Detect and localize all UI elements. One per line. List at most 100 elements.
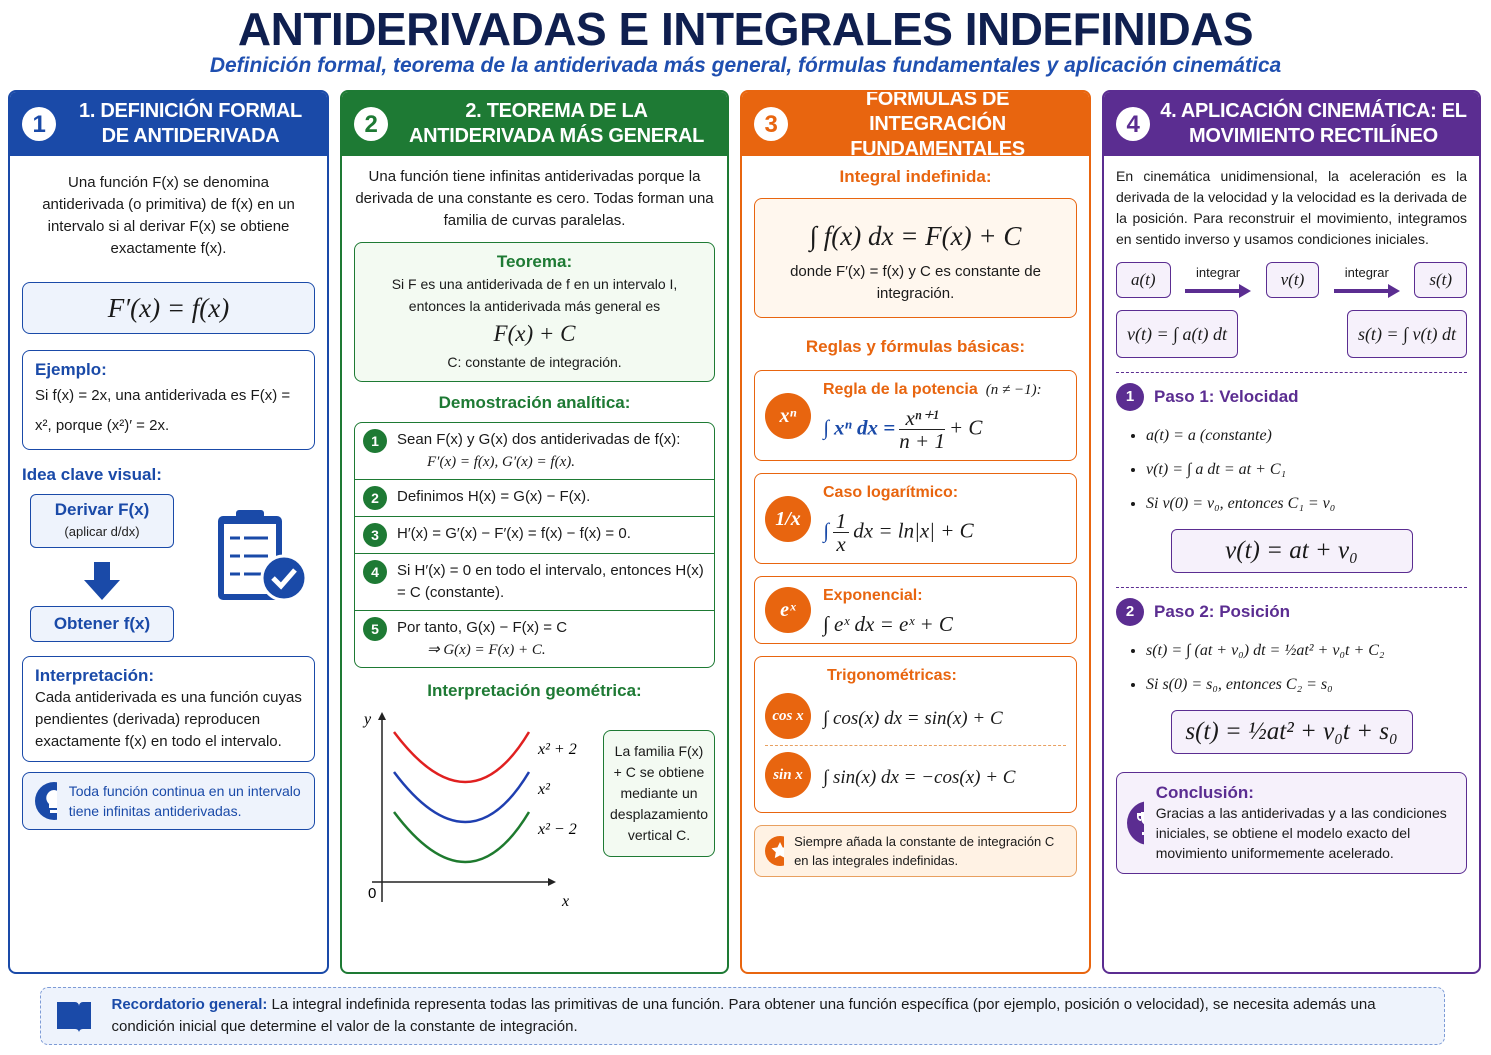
m: ∫ f(x) dx = F(x) + C xyxy=(809,221,1022,251)
pf: F′(x) = f(x), G′(x) = f(x). xyxy=(427,454,575,470)
m: F(x) + C xyxy=(493,321,576,346)
center: Una función F(x) se denomina antiderivad… xyxy=(42,174,295,257)
head: 1 1. DEFINICIÓN FORMAL DE ANTIDERIVADA xyxy=(10,92,327,156)
rf: ∫ sin(x) dx = −cos(x) + C xyxy=(823,767,1016,788)
trophy xyxy=(1137,812,1144,835)
n: xⁿ⁺¹ xyxy=(899,407,945,430)
fb: v(t) xyxy=(1265,262,1320,298)
ico: 1/x xyxy=(765,495,811,542)
res: v(t) = at + v₀ xyxy=(1170,529,1413,573)
body: Una función F(x) se denomina antiderivad… xyxy=(10,156,327,850)
footer: Recordatorio general: La integral indefi… xyxy=(40,987,1445,1045)
cx: Gracias a las antiderivadas y a las cond… xyxy=(1155,805,1447,861)
check xyxy=(260,554,308,602)
rt: Regla de la potencia xyxy=(823,381,978,398)
d: n + 1 xyxy=(899,429,945,453)
intro: En cinemática unidimensional, la acelera… xyxy=(1116,168,1467,247)
pn: 4 xyxy=(363,560,387,584)
ftext: Recordatorio general: La integral indefi… xyxy=(111,994,1430,1038)
bullet: v(t) = ∫ a dt = at + C₁ xyxy=(1146,453,1467,487)
nt: Siempre añada la constante de integració… xyxy=(794,834,1055,868)
arrow xyxy=(1333,284,1400,298)
title: ANTIDERIVADAS E INTEGRALES INDEFINIDAS xyxy=(237,3,1254,55)
rt: Exponencial: xyxy=(823,587,923,604)
sn: 2 xyxy=(1116,598,1144,626)
graph: y x 0 x² + 2 x² x² − 2 La familia F(x) +… xyxy=(354,702,715,912)
trig-item: sin x ∫ sin(x) dx = −cos(x) + C xyxy=(765,745,1066,804)
curve-label: x² − 2 xyxy=(537,821,577,838)
family-graph: y x 0 x² + 2 x² x² − 2 xyxy=(362,711,577,910)
proof-step: 2 Definimos H(x) = G(x) − F(x). xyxy=(355,480,714,517)
rel: v(t) = ∫ a(t) dt s(t) = ∫ v(t) dt xyxy=(1116,310,1467,358)
pt: Definimos H(x) = G(x) − F(x). xyxy=(397,486,590,510)
arrow-shape xyxy=(84,562,120,600)
proof-step: 4 Si H′(x) = 0 en todo el intervalo, ento… xyxy=(355,554,714,611)
bullet: a(t) = a (constante) xyxy=(1146,419,1467,453)
arrow xyxy=(1185,284,1252,298)
clipboard-icon xyxy=(218,510,308,602)
fl: ∫ xⁿ dx = xyxy=(823,415,896,440)
head: 2 2. TEOREMA DE LA ANTIDERIVADA MÁS GENER… xyxy=(342,92,727,156)
head: 4 4. APLICACIÓN CINEMÁTICA: EL MOVIMIENTO… xyxy=(1104,92,1479,156)
book xyxy=(57,1002,92,1032)
fr: + C xyxy=(948,415,983,440)
arr: integrar xyxy=(1185,262,1252,298)
n: 1 xyxy=(832,510,850,533)
d: x xyxy=(836,532,846,556)
rf: ∫ 1 x dx = ln|x| + C xyxy=(823,510,974,555)
ps: H′(x) = G′(x) − F′(x) = f(x) − f(x) = 0. xyxy=(397,525,631,542)
num: 3 xyxy=(754,107,788,141)
tt: Toda función continua en un intervalo ti… xyxy=(68,783,301,819)
bullet: s(t) = ∫ (at + v₀) dt = ½at² + v₀t + C₂ xyxy=(1146,634,1467,668)
h4: Conclusión: xyxy=(1155,783,1254,802)
rh: Regla de la potencia (n ≠ −1): xyxy=(823,379,1042,401)
rf: ∫ eˣ dx = eˣ + C xyxy=(823,613,953,635)
col: 3 FÓRMULAS DE INTEGRACIÓN FUNDAMENTALES I… xyxy=(740,90,1091,974)
ps: Por tanto, G(x) − F(x) = C xyxy=(397,619,568,636)
num: 1 xyxy=(22,107,56,141)
proof: 1 Sean F(x) y G(x) dos antiderivadas de f… xyxy=(354,422,715,668)
star xyxy=(771,842,785,859)
pt: H′(x) = G′(x) − F′(x) = f(x) − f(x) = 0. xyxy=(397,523,631,547)
bullets: a(t) = a (constante)v(t) = ∫ a dt = at +… xyxy=(1116,419,1467,521)
fb: s(t) = ∫ v(t) dt xyxy=(1346,310,1467,358)
fx: La integral indefinida representa todas … xyxy=(111,996,1376,1035)
h2: Interpretación geométrica: xyxy=(427,681,642,700)
arr: integrar xyxy=(1333,262,1400,298)
origin-label: 0 xyxy=(368,885,376,902)
pn: 3 xyxy=(363,523,387,547)
ht: 1. DEFINICIÓN FORMAL DE ANTIDERIVADA xyxy=(79,100,302,147)
center: Una función tiene infinitas antiderivada… xyxy=(355,168,714,229)
al: integrar xyxy=(1344,265,1389,280)
pill: Obtener f(x) xyxy=(30,606,174,642)
h3: Reglas y fórmulas básicas: xyxy=(805,337,1026,356)
small: (aplicar d/dx) xyxy=(64,524,140,539)
bullet: Si v(0) = v₀, entonces C₁ = v₀ xyxy=(1146,487,1467,521)
bulb-icon xyxy=(35,782,57,820)
arrow xyxy=(84,562,120,600)
star-icon xyxy=(765,836,785,866)
rule: Trigonométricas: cos x ∫ cos(x) dx = sin(… xyxy=(754,656,1077,813)
box: Ejemplo: Si f(x) = 2x, una antiderivada … xyxy=(22,350,315,450)
rt: Caso logarítmico: xyxy=(823,484,959,501)
tick xyxy=(271,568,297,590)
fr: dx = ln|x| + C xyxy=(853,518,974,543)
rules: xⁿ Regla de la potencia (n ≠ −1): ∫ xⁿ dx =… xyxy=(754,370,1077,644)
rcond: (n ≠ −1): xyxy=(985,382,1042,398)
proof-step: 3 H′(x) = G′(x) − F′(x) = f(x) − f(x) = 0… xyxy=(355,517,714,554)
curve-green xyxy=(393,811,531,864)
curve-label: x² xyxy=(537,781,551,798)
arrow-shape xyxy=(1333,284,1400,298)
note: Siempre añada la constante de integració… xyxy=(754,825,1077,877)
vis: Derivar F(x) (aplicar d/dx) Obtener f(x) xyxy=(22,486,315,646)
pf: ⇒ G(x) = F(x) + C. xyxy=(427,642,546,658)
rc: Regla de la potencia (n ≠ −1): ∫ xⁿ dx = xⁿ… xyxy=(823,379,1042,452)
ps: Definimos H(x) = G(x) − F(x). xyxy=(397,488,591,505)
fl: Recordatorio general: xyxy=(111,996,268,1013)
it: Cada antiderivada es una función cuyas p… xyxy=(35,689,302,750)
fb: s(t) xyxy=(1414,262,1467,298)
al: integrar xyxy=(1196,265,1241,280)
ct: Conclusión: Gracias a las antiderivadas y… xyxy=(1156,783,1456,863)
